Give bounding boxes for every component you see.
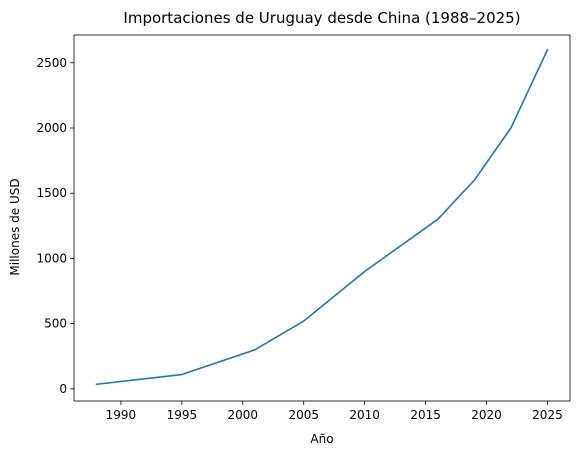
y-tick-label: 500 (44, 317, 67, 331)
plot-area (73, 34, 571, 402)
x-axis-ticks: 1990 1995 2000 2005 2010 2015 2020 2025 (106, 401, 563, 422)
y-tick-label: 2000 (36, 121, 67, 135)
series-line (95, 48, 549, 386)
x-axis-label: Año (310, 432, 333, 446)
x-tick-label: 2015 (410, 408, 441, 422)
y-tick-label: 1000 (36, 251, 67, 265)
chart-title: Importaciones de Uruguay desde China (19… (123, 9, 520, 27)
series-layer (95, 48, 549, 386)
x-tick-label: 2000 (228, 408, 259, 422)
x-tick-label: 2025 (532, 408, 563, 422)
y-axis-ticks: 0 500 1000 1500 2000 2500 (36, 56, 74, 396)
y-axis-label: Millones de USD (8, 178, 22, 275)
y-tick-label: 0 (59, 382, 67, 396)
x-tick-label: 1990 (106, 408, 137, 422)
x-tick-label: 2010 (349, 408, 380, 422)
x-tick-label: 1995 (167, 408, 198, 422)
plot-frame (73, 34, 571, 402)
y-tick-label: 1500 (36, 186, 67, 200)
y-tick-label: 2500 (36, 56, 67, 70)
x-tick-label: 2005 (288, 408, 319, 422)
x-tick-label: 2020 (471, 408, 502, 422)
